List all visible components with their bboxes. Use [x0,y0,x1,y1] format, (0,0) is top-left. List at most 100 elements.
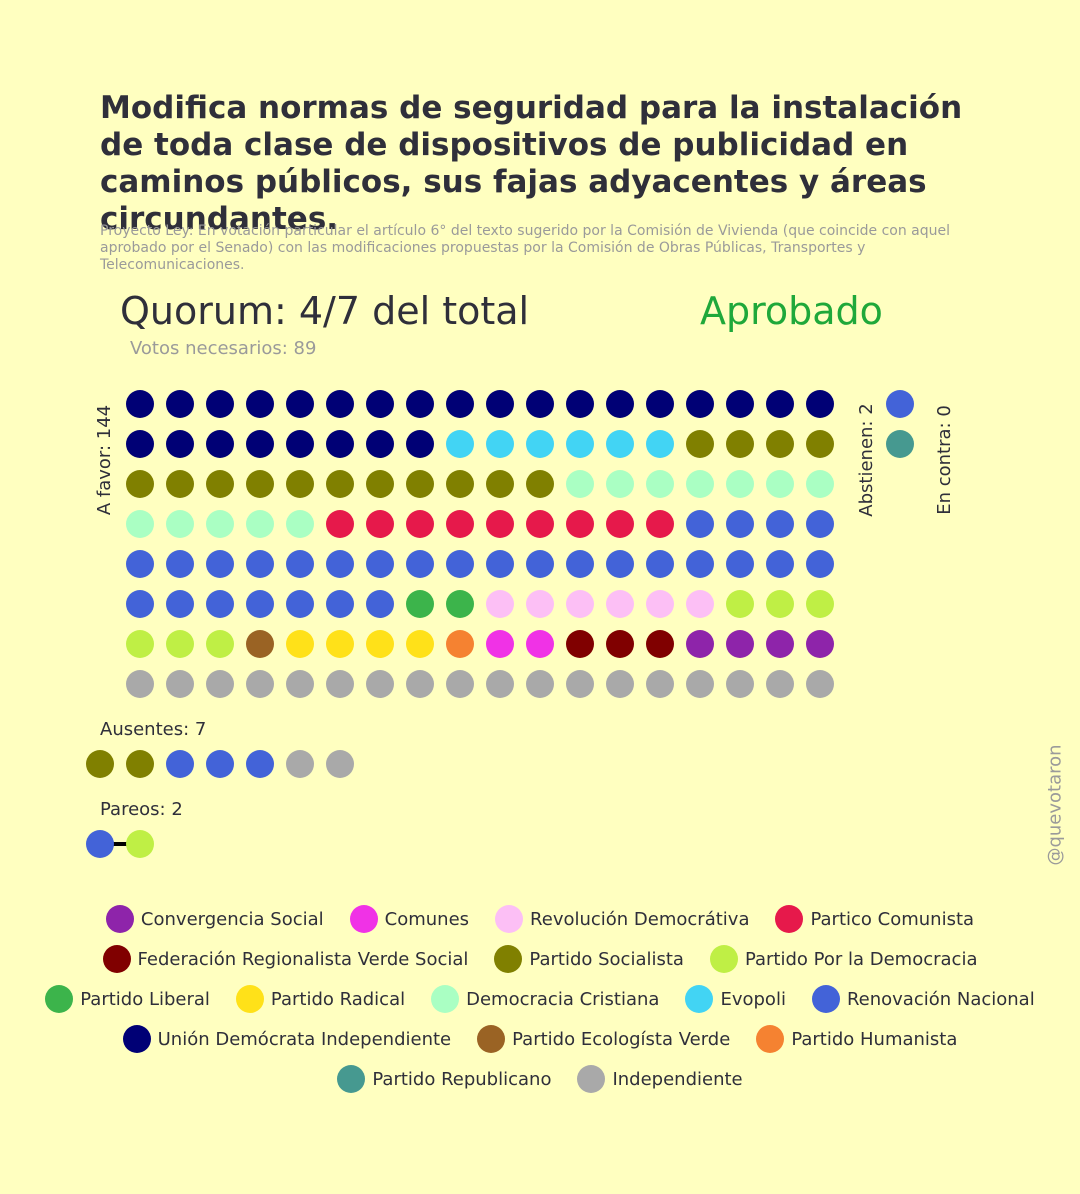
favor-vote-dot-rd [486,590,514,618]
legend-swatch-ph [756,1025,785,1053]
favor-vote-dot-rn [486,550,514,578]
abstain-vote-dot-rn [886,390,914,418]
favor-vote-dot-frvs [646,630,674,658]
legend-item-ind: Independiente [577,1063,743,1095]
favor-vote-dot-rn [246,550,274,578]
favor-vote-dot-dc [806,470,834,498]
favor-vote-dot-ind [566,670,594,698]
legend-swatch-pev [477,1025,506,1053]
legend-item-dc: Democracia Cristiana [431,983,659,1015]
favor-vote-dot-ind [806,670,834,698]
favor-vote-dot-rn [126,550,154,578]
legend-label-pev: Partido Ecologísta Verde [512,1028,731,1050]
favor-vote-dot-ind [406,670,434,698]
favor-vote-dot-pr [326,630,354,658]
favor-vote-dot-udi [286,390,314,418]
legend-item-ps: Partido Socialista [494,943,684,975]
favor-vote-dot-rn [366,590,394,618]
paired-dot-rn [86,830,114,858]
favor-vote-dot-rn [806,510,834,538]
favor-vote-dot-pc [326,510,354,538]
favor-vote-dot-com [486,630,514,658]
favor-vote-dot-ind [766,670,794,698]
legend-item-pl: Partido Liberal [45,983,210,1015]
absent-dot-ps [126,750,154,778]
favor-vote-dot-udi [126,390,154,418]
legend-label-udi: Unión Demócrata Independiente [157,1028,452,1050]
favor-vote-dot-rn [686,550,714,578]
legend-item-cs: Convergencia Social [105,903,324,935]
favor-vote-dot-ind [646,670,674,698]
favor-vote-dot-udi [246,390,274,418]
favor-vote-dot-rd [606,590,634,618]
favor-vote-dot-rn [766,550,794,578]
favor-vote-dot-rn [326,550,354,578]
legend-swatch-ps [494,945,523,973]
favor-vote-dot-rn [646,550,674,578]
favor-vote-dot-evo [606,430,634,458]
favor-vote-dot-rd [526,590,554,618]
favor-vote-dot-dc [126,510,154,538]
favor-vote-dot-ps [206,470,234,498]
favor-vote-dot-dc [566,470,594,498]
paired-dot-ppd [126,830,154,858]
favor-vote-dot-pc [446,510,474,538]
legend-item-ppd: Partido Por la Democracia [709,943,978,975]
legend-label-com: Comunes [384,908,470,930]
legend-swatch-evo [685,985,714,1013]
favor-vote-dot-rn [206,590,234,618]
legend-label-ph: Partido Humanista [791,1028,958,1050]
legend-label-ppd: Partido Por la Democracia [744,948,978,970]
favor-vote-dot-ind [366,670,394,698]
favor-vote-dot-ppd [806,590,834,618]
favor-vote-dot-udi [486,390,514,418]
absent-count-label: Ausentes: 7 [100,719,207,740]
favor-vote-dot-pc [366,510,394,538]
favor-vote-dot-udi [366,430,394,458]
favor-vote-dot-cs [686,630,714,658]
favor-vote-dot-ind [246,670,274,698]
absent-dot-ind [326,750,354,778]
favor-vote-dot-udi [686,390,714,418]
favor-vote-dot-rn [406,550,434,578]
favor-vote-dot-ps [806,430,834,458]
favor-vote-dot-ppd [726,590,754,618]
favor-vote-dot-ind [486,670,514,698]
favor-vote-dot-ps [726,430,754,458]
vote-dot-chart [86,390,914,858]
favor-vote-dot-rn [566,550,594,578]
legend-item-pc: Partico Comunista [775,903,974,935]
favor-vote-dot-rn [286,550,314,578]
favor-vote-dot-ps [326,470,354,498]
favor-vote-dot-ps [286,470,314,498]
favor-vote-dot-rn [326,590,354,618]
favor-vote-dot-rd [686,590,714,618]
favor-vote-dot-evo [446,430,474,458]
favor-vote-dot-ind [286,670,314,698]
favor-vote-dot-pev [246,630,274,658]
legend-swatch-rep [337,1065,366,1093]
absent-dot-ind [286,750,314,778]
legend-label-dc: Democracia Cristiana [466,988,660,1010]
favor-vote-dot-rn [286,590,314,618]
legend-item-ph: Partido Humanista [756,1023,957,1055]
vote-title: Modifica normas de seguridad para la ins… [100,90,963,237]
favor-vote-dot-rn [166,550,194,578]
favor-vote-dot-pc [526,510,554,538]
legend-swatch-com [349,905,378,933]
favor-vote-dot-udi [326,430,354,458]
bill-description: Proyecto Ley: En votación particular el … [100,223,951,273]
favor-vote-dot-ind [126,670,154,698]
legend-swatch-ind [577,1065,606,1093]
legend-label-ind: Independiente [612,1068,743,1090]
quorum-label: Quorum: 4/7 del total [120,289,530,333]
favor-vote-dot-pc [486,510,514,538]
favor-vote-dot-rn [246,590,274,618]
favor-vote-dot-udi [126,430,154,458]
favor-vote-dot-dc [686,470,714,498]
favor-vote-dot-ps [766,430,794,458]
favor-vote-dot-dc [726,470,754,498]
favor-vote-dot-pr [406,630,434,658]
favor-vote-dot-rn [686,510,714,538]
favor-vote-dot-cs [766,630,794,658]
